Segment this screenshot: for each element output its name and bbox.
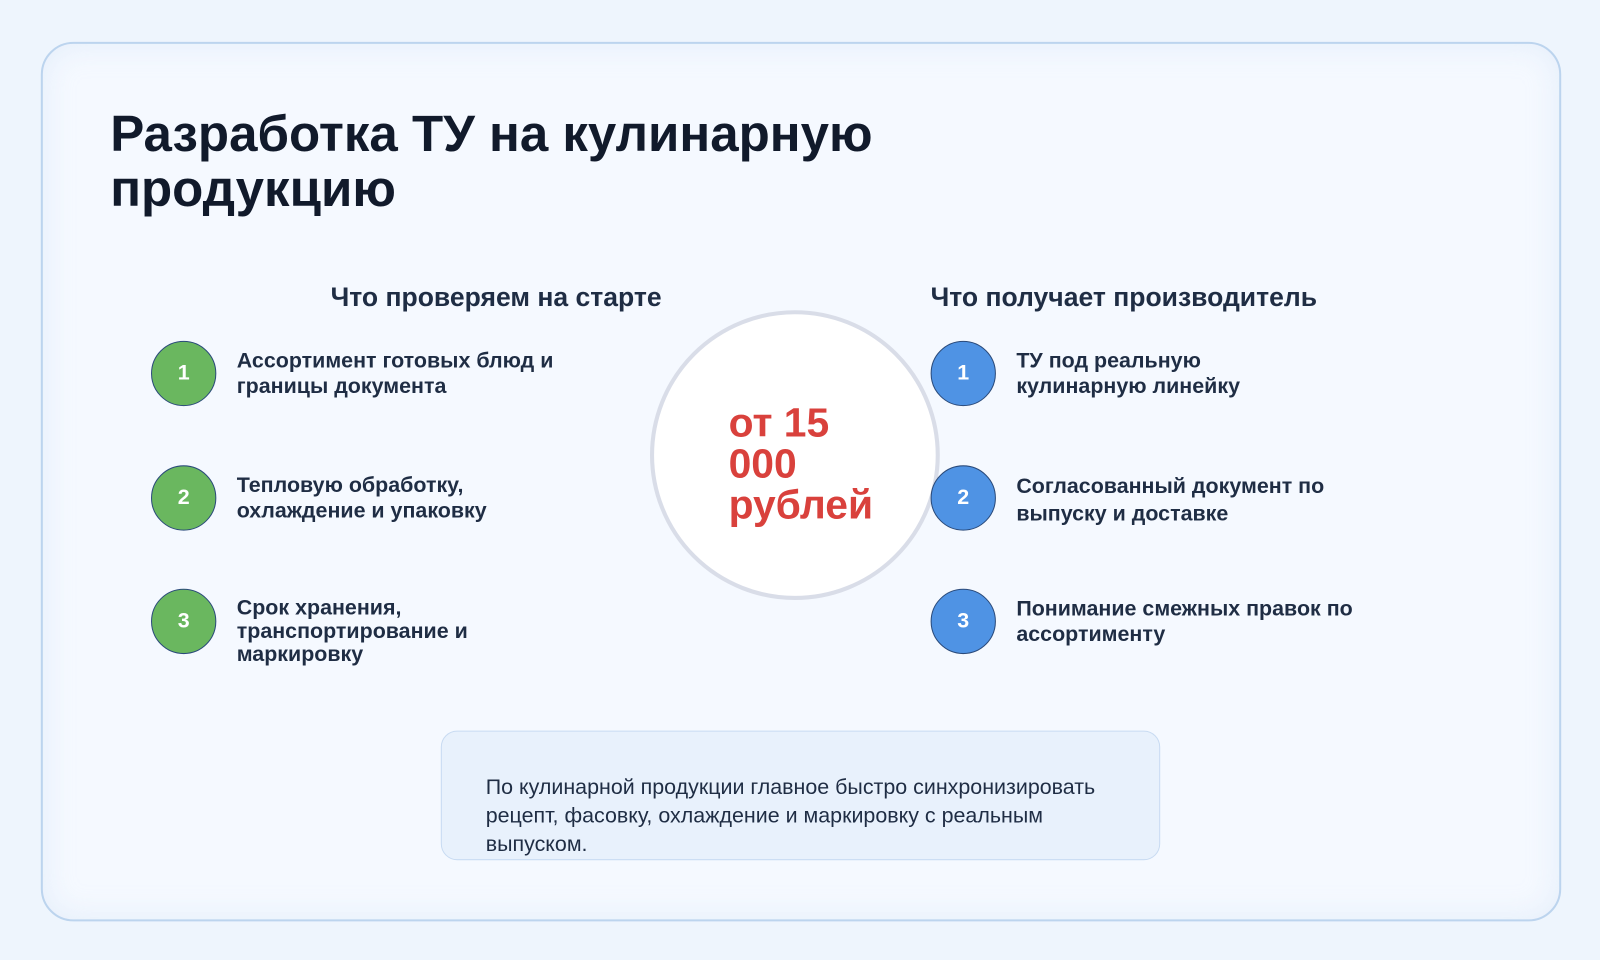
result-item: Понимание смежных правок по ассортименту <box>1016 596 1353 646</box>
step-badge: 1 <box>151 340 217 407</box>
step-badge: 1 <box>930 340 996 407</box>
step-badge: 2 <box>151 465 217 531</box>
right-heading: Что получает производитель <box>930 281 1318 313</box>
price-text: от 15 000 рублей <box>728 401 874 528</box>
check-item: Срок хранения, транспортирование и марки… <box>236 595 468 667</box>
result-item: ТУ под реальную кулинарную линейку <box>1016 348 1240 398</box>
note-text: По кулинарной продукции главное быстро с… <box>485 775 1096 857</box>
check-item: Тепловую обработку, охлаждение и упаковк… <box>236 473 487 523</box>
left-heading: Что проверяем на старте <box>330 281 662 313</box>
step-badge: 3 <box>151 588 217 655</box>
note-box <box>440 730 1161 861</box>
result-item: Согласованный документ по выпуску и дост… <box>1016 474 1325 526</box>
page-title: Разработка ТУ на кулинарную продукцию <box>110 105 873 218</box>
step-badge: 2 <box>930 465 996 531</box>
check-item: Ассортимент готовых блюд и границы докум… <box>236 348 554 398</box>
price-circle <box>649 310 940 600</box>
step-badge: 3 <box>930 588 996 655</box>
